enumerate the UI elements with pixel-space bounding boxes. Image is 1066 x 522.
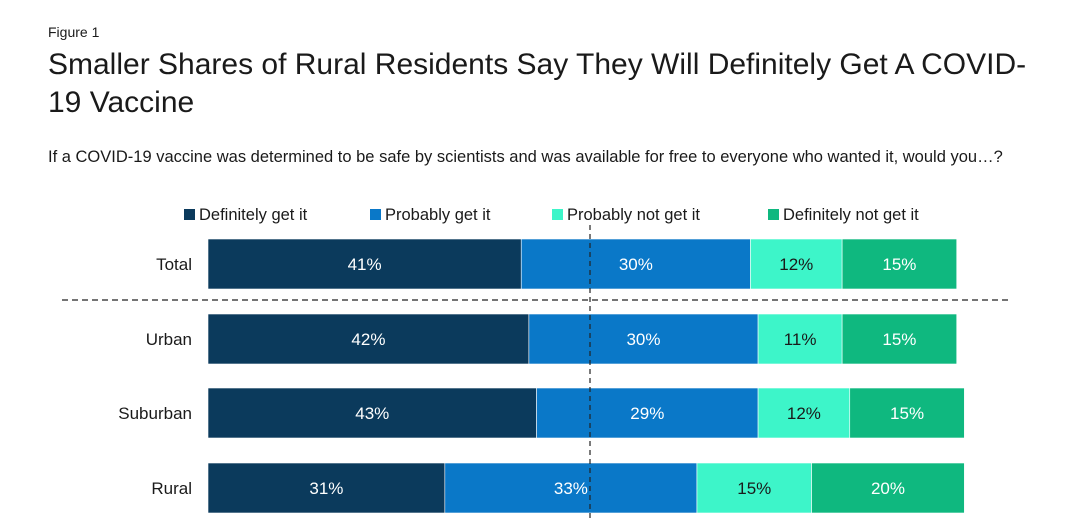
chart-title: Smaller Shares of Rural Residents Say Th… <box>48 48 1027 119</box>
legend-label: Probably not get it <box>567 206 700 224</box>
legend-item-definitely-not-get-it: Definitely not get it <box>768 206 919 224</box>
legend-swatch <box>768 209 779 220</box>
bar-segment-definitely-not-get-it <box>841 238 958 290</box>
data-label: 42% <box>351 330 385 349</box>
legend-item-definitely-get-it: Definitely get it <box>184 206 308 224</box>
data-label: 15% <box>737 479 771 498</box>
category-label: Total <box>156 255 192 274</box>
legend-item-probably-get-it: Probably get it <box>370 206 491 224</box>
bar-row-urban: Urban 42% 30% 11% 15% <box>146 313 958 365</box>
bar-segment-definitely-get-it <box>207 387 537 439</box>
data-label: 30% <box>619 255 653 274</box>
data-label: 33% <box>554 479 588 498</box>
legend-swatch <box>184 209 195 220</box>
bar-segment-definitely-get-it <box>207 462 446 514</box>
data-label: 43% <box>355 404 389 423</box>
figure-label: Figure 1 <box>48 24 100 40</box>
bar-row-suburban: Suburban 43% 29% 12% 15% <box>118 387 965 439</box>
data-label: 41% <box>348 255 382 274</box>
bar-segment-definitely-not-get-it <box>841 313 958 365</box>
bar-segment-definitely-not-get-it <box>849 387 965 439</box>
data-label: 15% <box>882 255 916 274</box>
category-label: Urban <box>146 330 192 349</box>
data-label: 29% <box>630 404 664 423</box>
data-label: 20% <box>871 479 905 498</box>
legend-label: Definitely get it <box>199 206 308 224</box>
data-label: 15% <box>890 404 924 423</box>
category-label: Suburban <box>118 404 192 423</box>
legend-swatch <box>370 209 381 220</box>
legend-label: Probably get it <box>385 206 491 224</box>
bar-segment-probably-not-get-it <box>696 462 812 514</box>
chart-subtitle: If a COVID-19 vaccine was determined to … <box>48 148 1003 166</box>
bar-segment-probably-get-it <box>444 462 698 514</box>
bar-segment-probably-get-it <box>528 313 759 365</box>
bar-segment-definitely-not-get-it <box>811 462 965 514</box>
bar-segment-probably-not-get-it <box>750 238 843 290</box>
bar-row-total: Total 41% 30% 12% 15% <box>156 238 958 290</box>
category-label: Rural <box>151 479 192 498</box>
bar-segment-definitely-get-it <box>207 313 530 365</box>
bar-segment-definitely-get-it <box>207 238 522 290</box>
bar-row-rural: Rural 31% 33% 15% 20% <box>151 462 965 514</box>
data-label: 12% <box>787 404 821 423</box>
reference-lines <box>62 225 1012 522</box>
legend: Definitely get it Probably get it Probably… <box>184 206 919 224</box>
data-label: 11% <box>784 330 817 349</box>
legend-label: Definitely not get it <box>783 206 919 224</box>
data-label: 15% <box>882 330 916 349</box>
data-label: 31% <box>309 479 343 498</box>
data-label: 12% <box>779 255 813 274</box>
legend-item-probably-not-get-it: Probably not get it <box>552 206 700 224</box>
bars: Total 41% 30% 12% 15%Urban 42% 30% 11% 15%Suburb… <box>118 238 965 514</box>
bar-segment-probably-get-it <box>536 387 759 439</box>
bar-segment-probably-get-it <box>520 238 751 290</box>
data-label: 30% <box>626 330 660 349</box>
legend-swatch <box>552 209 563 220</box>
